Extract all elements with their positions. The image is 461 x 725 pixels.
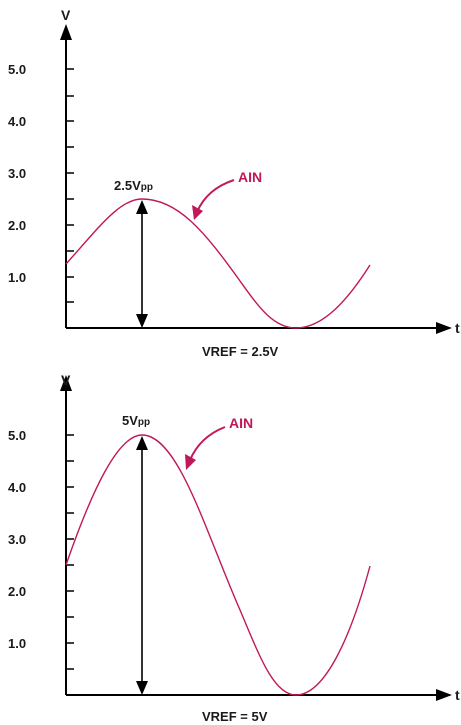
chart-2-x-axis-label: t	[455, 687, 460, 703]
chart-1-vref-label: VREF = 2.5V	[202, 344, 279, 359]
chart-2-tick-label-1: 1.0	[8, 636, 26, 651]
chart-1-y-ticks	[66, 69, 74, 302]
chart-2-x-axis-arrowhead	[436, 689, 452, 701]
chart-2-signal-curve	[66, 435, 370, 695]
chart-2-tick-label-5: 5.0	[8, 428, 26, 443]
chart-2-ain-pointer	[190, 427, 225, 460]
chart-1-tick-label-5: 5.0	[8, 62, 26, 77]
chart-2-y-axis-label: V	[61, 372, 71, 388]
chart-1-y-axis-label: V	[61, 7, 71, 23]
chart-2-ain-label: AIN	[229, 415, 253, 431]
chart-1-x-axis-arrowhead	[436, 322, 452, 334]
chart-2-vref-label: VREF = 5V	[202, 709, 268, 724]
chart-2: V t 5.0 4.0 3.0 2.0 1.0 5Vpp AIN	[8, 372, 460, 724]
chart-2-amplitude-arrow-bottom	[136, 681, 148, 695]
chart-2-ain-pointer-head	[185, 454, 196, 470]
chart-1-y-axis-arrowhead	[60, 24, 72, 40]
chart-2-tick-label-4: 4.0	[8, 480, 26, 495]
chart-2-amplitude-sub: pp	[138, 417, 150, 428]
chart-2-tick-label-2: 2.0	[8, 584, 26, 599]
chart-1-ain-pointer-head	[192, 205, 203, 220]
chart-2-amplitude-arrow-top	[136, 436, 148, 450]
chart-1-tick-label-4: 4.0	[8, 114, 26, 129]
chart-1-amplitude-label: 2.5Vpp	[114, 178, 153, 193]
chart-1-amplitude-arrow-top	[136, 200, 148, 214]
chart-1-amplitude-arrow-bottom	[136, 314, 148, 328]
chart-1-tick-label-2: 2.0	[8, 218, 26, 233]
chart-1-ain-label: AIN	[238, 169, 262, 185]
chart-1-x-axis-label: t	[455, 320, 460, 336]
chart-1-amplitude-sub: pp	[141, 182, 153, 193]
chart-1-tick-label-1: 1.0	[8, 270, 26, 285]
chart-2-amplitude-label: 5Vpp	[122, 413, 150, 428]
chart-2-tick-label-3: 3.0	[8, 532, 26, 547]
chart-2-amplitude-main: 5V	[122, 413, 138, 428]
chart-1-ain-pointer	[197, 180, 234, 212]
chart-1-signal-curve	[66, 199, 370, 328]
chart-1-amplitude-main: 2.5V	[114, 178, 141, 193]
chart-1: V t 5.0 4.0 3.0 2.0 1.0 2.5Vpp AIN	[8, 7, 460, 359]
chart-1-tick-label-3: 3.0	[8, 166, 26, 181]
